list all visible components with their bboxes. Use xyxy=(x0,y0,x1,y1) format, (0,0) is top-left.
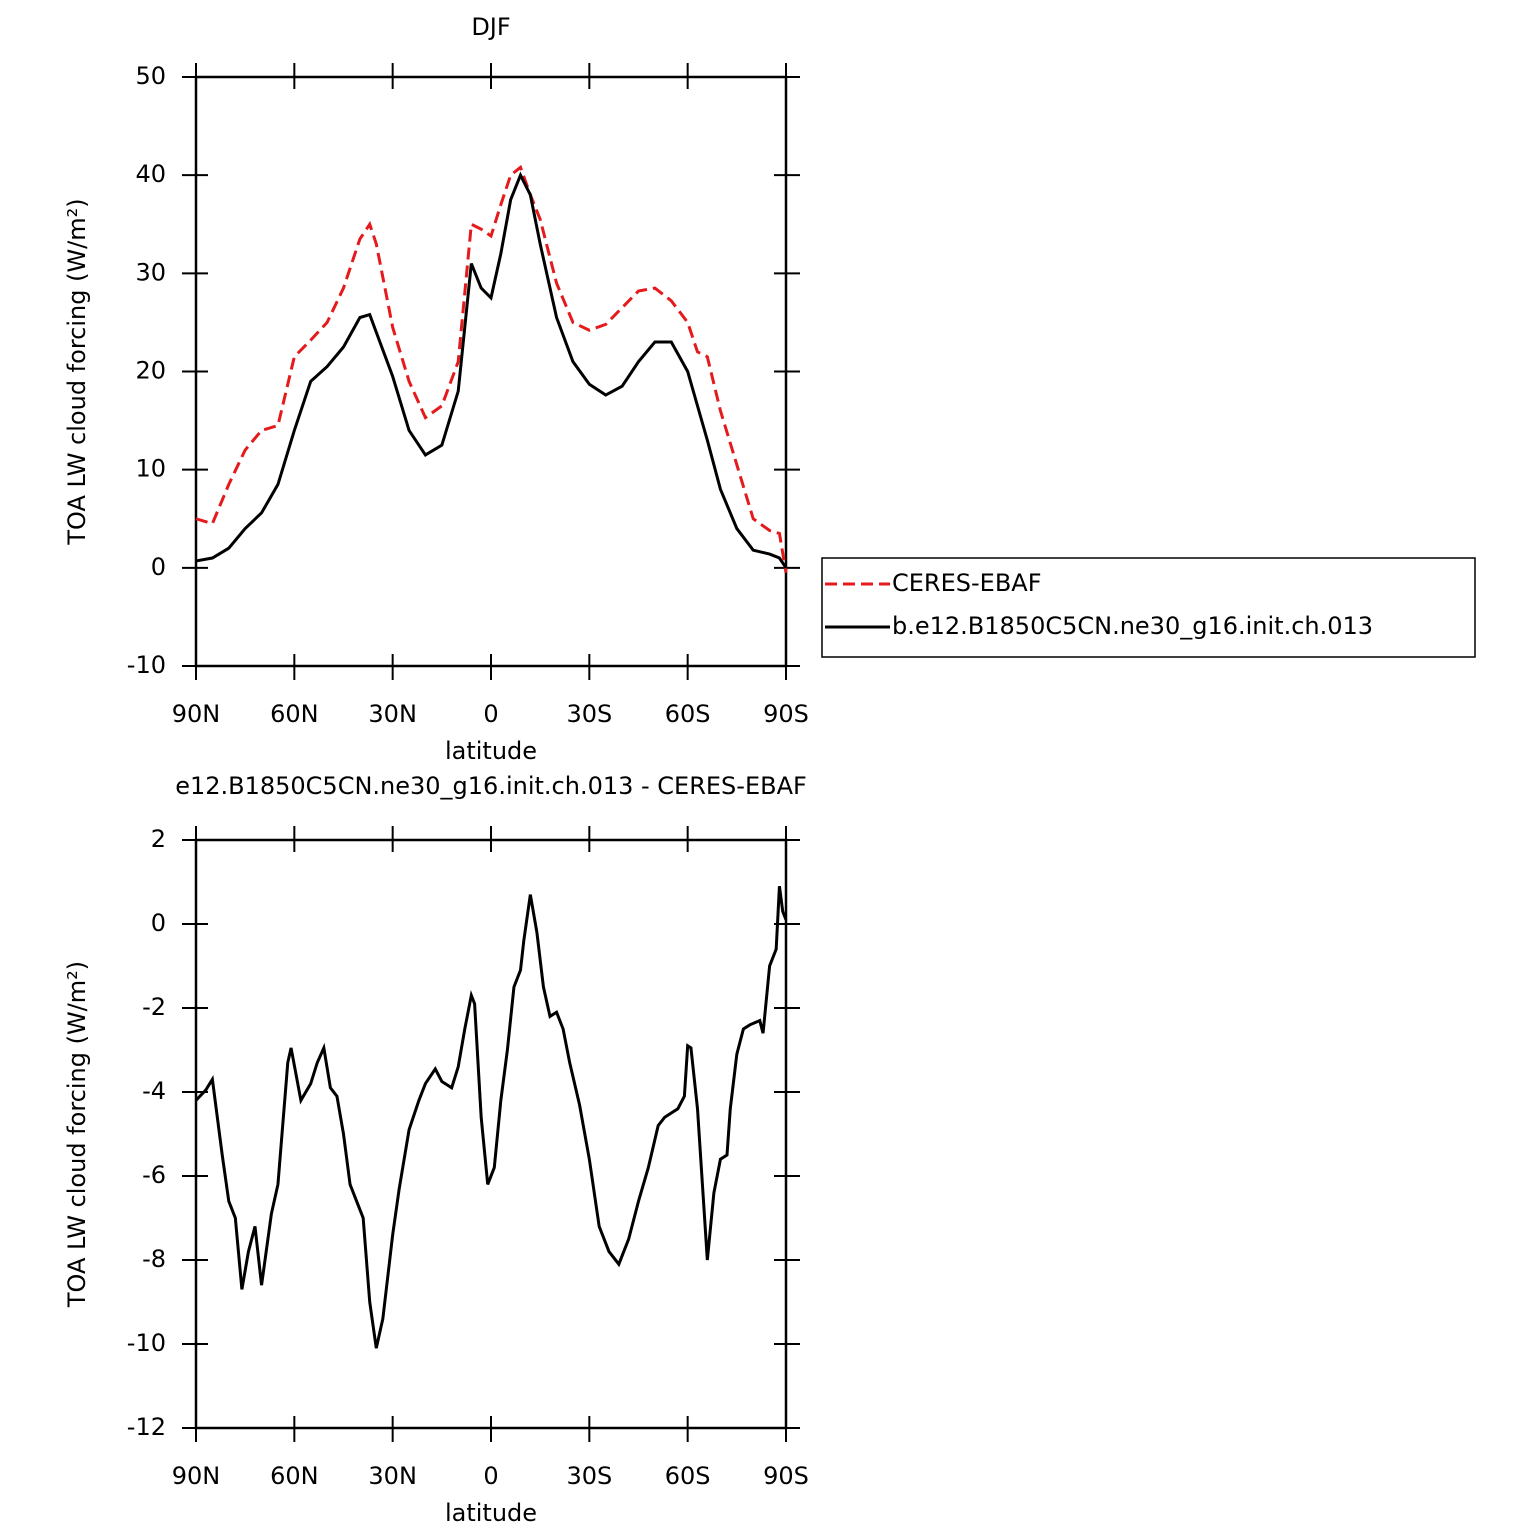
y-tick-label: -10 xyxy=(127,1329,166,1357)
x-tick-label: 0 xyxy=(483,1462,498,1490)
y-tick-label: 10 xyxy=(135,455,166,483)
plot-frame xyxy=(194,75,788,668)
x-tick-label: 30S xyxy=(566,700,612,728)
chart-title: e12.B1850C5CN.ne30_g16.init.ch.013 - CER… xyxy=(175,772,807,800)
x-tick-label: 30N xyxy=(368,700,417,728)
y-tick-label: 2 xyxy=(151,825,166,853)
y-tick-label: 50 xyxy=(135,62,166,90)
y-tick-label: -12 xyxy=(127,1413,166,1441)
y-tick-label: 20 xyxy=(135,357,166,385)
plot-frame xyxy=(194,838,788,1430)
y-tick-label: -2 xyxy=(142,993,166,1021)
x-tick-label: 0 xyxy=(483,700,498,728)
x-tick-label: 60N xyxy=(270,700,319,728)
x-axis-label: latitude xyxy=(445,1499,537,1527)
x-tick-label: 60N xyxy=(270,1462,319,1490)
x-tick-label: 90S xyxy=(763,1462,809,1490)
y-tick-label: 0 xyxy=(151,909,166,937)
data-line xyxy=(194,886,788,1349)
y-axis-label: TOA LW cloud forcing (W/m²) xyxy=(63,198,91,545)
y-tick-label: 40 xyxy=(135,160,166,188)
chart-title: DJF xyxy=(471,13,510,41)
y-tick-label: 0 xyxy=(151,553,166,581)
y-tick-label: -10 xyxy=(127,651,166,679)
y-tick-label: -4 xyxy=(142,1077,166,1105)
y-tick-label: -6 xyxy=(142,1161,166,1189)
legend-box xyxy=(821,557,1476,658)
x-tick-label: 30S xyxy=(566,1462,612,1490)
data-line xyxy=(195,164,788,573)
y-tick-label: 30 xyxy=(135,258,166,286)
x-tick-label: 90N xyxy=(172,1462,221,1490)
x-tick-label: 60S xyxy=(665,700,711,728)
x-tick-label: 90N xyxy=(172,700,221,728)
x-tick-label: 60S xyxy=(665,1462,711,1490)
y-axis-label: TOA LW cloud forcing (W/m²) xyxy=(63,961,91,1308)
x-tick-label: 90S xyxy=(763,700,809,728)
x-axis-label: latitude xyxy=(445,737,537,765)
legend-label: CERES-EBAF xyxy=(892,569,1042,597)
legend-label: b.e12.B1850C5CN.ne30_g16.init.ch.013 xyxy=(892,612,1373,640)
x-tick-label: 30N xyxy=(368,1462,417,1490)
y-tick-label: -8 xyxy=(142,1245,166,1273)
data-line xyxy=(195,171,788,569)
